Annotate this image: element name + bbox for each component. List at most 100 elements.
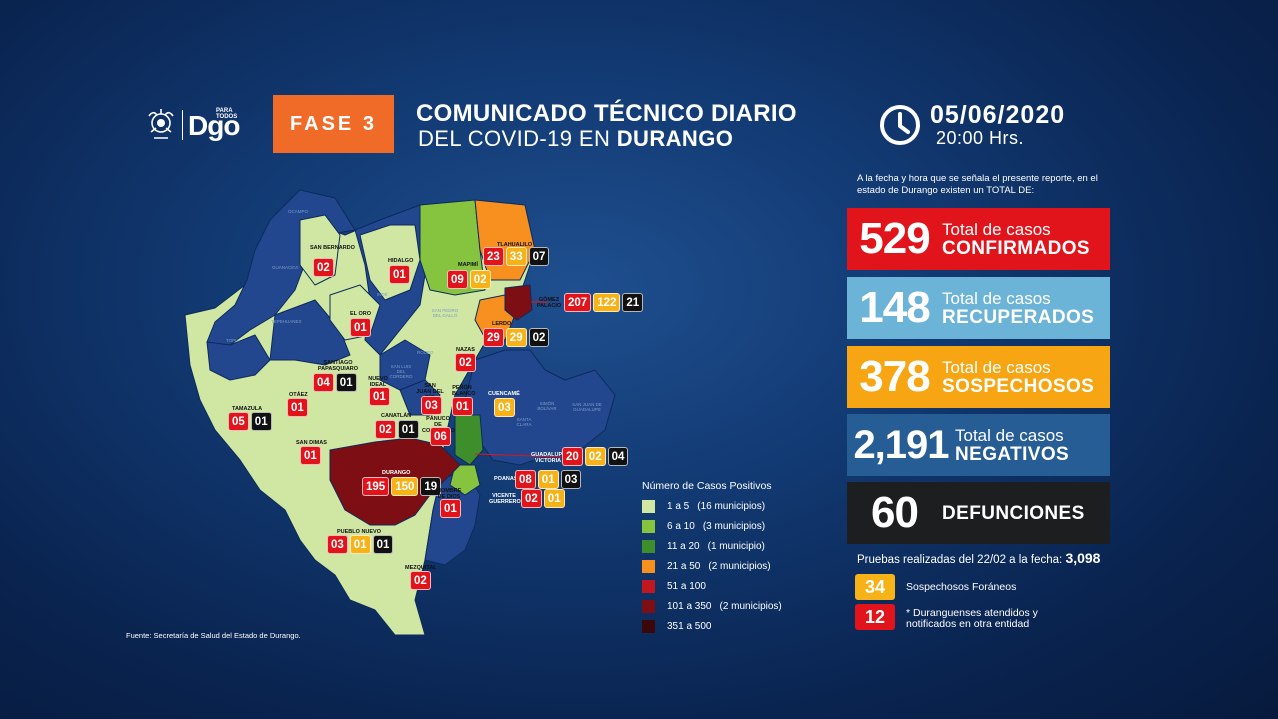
muni-nombre-de-dios-badges: 01 bbox=[440, 499, 461, 518]
mapimi-sospechosos: 02 bbox=[469, 270, 491, 289]
recuperados-line2: RECUPERADOS bbox=[942, 307, 1095, 328]
canatlan-defunciones: 01 bbox=[397, 420, 419, 439]
duranguenses-label-line1: * Duranguenses atendidos y bbox=[906, 607, 1038, 619]
negativos-line2: NEGATIVOS bbox=[955, 444, 1070, 465]
nombre-de-dios-confirmados: 01 bbox=[440, 499, 461, 518]
sospechosos-line1: Total de casos bbox=[942, 358, 1051, 377]
legend-item: 101 a 350 (2 municipios) bbox=[642, 596, 782, 616]
muni-tamazula-badges: 05 01 bbox=[228, 412, 272, 431]
logo-tagline: PARA TODOS bbox=[216, 108, 238, 120]
muni-panuco-badges: 06 bbox=[430, 427, 451, 446]
penon-blanco-confirmados: 01 bbox=[452, 397, 473, 416]
map-legend: Número de Casos Positivos 1 a 5 (16 munic… bbox=[642, 480, 782, 636]
legend-swatch bbox=[642, 499, 655, 513]
legend-swatch bbox=[642, 599, 655, 613]
cuencame-sospechosos: 03 bbox=[494, 398, 515, 417]
muni-san-bernardo-badges: 02 bbox=[313, 258, 334, 277]
muni-mezquital-name: MEZQUITAL bbox=[405, 565, 437, 571]
muni-cuencame-name: CUENCAMÉ bbox=[488, 391, 520, 397]
map-region-panuco bbox=[454, 414, 484, 466]
tlahualilo-confirmados: 23 bbox=[483, 247, 504, 266]
muni-guadalupe-name: GUADALUPE VICTORIA bbox=[531, 452, 566, 464]
fase-badge: FASE 3 bbox=[273, 95, 394, 153]
defunciones-panel: 60 DEFUNCIONES bbox=[847, 482, 1110, 544]
muni-poanas-name: POANAS bbox=[494, 476, 518, 482]
legend-swatch bbox=[642, 559, 655, 573]
sospechosos-line2: SOSPECHOSOS bbox=[942, 376, 1095, 397]
muni-santiago-name: SANTIAGO PAPASQUIARO bbox=[317, 360, 359, 372]
bg-label-inde: INDÉ bbox=[377, 292, 388, 297]
sospechosos-label: Total de casos SOSPECHOSOS bbox=[942, 358, 1094, 396]
foraneos-label: Sospechosos Foráneos bbox=[906, 581, 1017, 593]
negativos-panel: 2,191 Total de casos NEGATIVOS bbox=[847, 414, 1110, 476]
clock-icon bbox=[880, 105, 920, 145]
tlahualilo-defunciones: 07 bbox=[528, 247, 550, 266]
confirmados-label: Total de casos CONFIRMADOS bbox=[942, 220, 1090, 258]
legend-range: 11 a 20 bbox=[667, 540, 700, 552]
san-dimas-confirmados: 01 bbox=[300, 446, 321, 465]
guadalupe-confirmados: 20 bbox=[562, 447, 583, 466]
muni-otaez-name: OTÁEZ bbox=[289, 392, 308, 398]
gomez-sospechosos: 122 bbox=[593, 293, 621, 312]
legend-count: (1 municipio) bbox=[707, 540, 765, 552]
canatlan-confirmados: 02 bbox=[375, 420, 396, 439]
otaez-confirmados: 01 bbox=[287, 398, 308, 417]
legend-range: 101 a 350 bbox=[667, 600, 712, 612]
bg-label-san-pedro-gallo: SAN PEDRO DEL GALLO bbox=[431, 308, 459, 318]
legend-swatch bbox=[642, 519, 655, 533]
defunciones-label: DEFUNCIONES bbox=[942, 504, 1085, 523]
pruebas-realizadas: Pruebas realizadas del 22/02 a la fecha:… bbox=[857, 550, 1100, 566]
legend-range: 351 a 500 bbox=[667, 620, 712, 632]
muni-guadalupe-badges: 20 02 04 bbox=[562, 447, 629, 466]
leader-guadalupe bbox=[474, 453, 566, 458]
gomez-defunciones: 21 bbox=[622, 293, 644, 312]
defunciones-line2: DEFUNCIONES bbox=[942, 502, 1085, 524]
nuevo-ideal-confirmados: 01 bbox=[369, 387, 390, 406]
legend-item: 11 a 20 (1 municipio) bbox=[642, 536, 782, 556]
report-title: COMUNICADO TÉCNICO DIARIO bbox=[416, 100, 797, 127]
guadalupe-defunciones: 04 bbox=[607, 447, 629, 466]
muni-el-oro-name: EL ORO bbox=[350, 311, 371, 317]
lerdo-confirmados: 29 bbox=[483, 328, 504, 347]
mapimi-confirmados: 09 bbox=[447, 270, 468, 289]
muni-mezquital-badges: 02 bbox=[410, 571, 431, 590]
muni-nazas-name: NAZAS bbox=[456, 347, 475, 353]
gomez-confirmados: 207 bbox=[564, 293, 592, 312]
tamazula-confirmados: 05 bbox=[228, 412, 249, 431]
sospechosos-panel: 378 Total de casos SOSPECHOSOS bbox=[847, 346, 1110, 408]
bg-label-san-luis-cordero: SAN LUIS DEL CORDERO bbox=[389, 364, 413, 379]
muni-lerdo-name: LERDO bbox=[492, 321, 512, 327]
negativos-value: 2,191 bbox=[853, 422, 949, 467]
recuperados-line1: Total de casos bbox=[942, 289, 1051, 308]
bg-label-santa-clara: SANTA CLARA bbox=[516, 417, 532, 427]
subtitle-state: DURANGO bbox=[616, 126, 734, 151]
muni-durango-badges: 195 150 19 bbox=[362, 477, 442, 496]
legend-item: 21 a 50 (2 municipios) bbox=[642, 556, 782, 576]
bg-label-topia: TOPIA bbox=[226, 338, 240, 343]
muni-san-dimas-badges: 01 bbox=[300, 446, 321, 465]
legend-swatch bbox=[642, 619, 655, 633]
negativos-line1: Total de casos bbox=[955, 426, 1064, 445]
legend-range: 21 a 50 bbox=[667, 560, 701, 572]
san-bernardo-confirmados: 02 bbox=[313, 258, 334, 277]
duranguenses-badge: 12 bbox=[855, 604, 895, 630]
muni-cuencame-badges: 03 bbox=[494, 398, 515, 417]
muni-tlahualilo-name: TLAHUALILO bbox=[497, 242, 533, 248]
bg-label-guanaceví: GUANACEVÍ bbox=[272, 265, 299, 270]
legend-item: 1 a 5 (16 municipios) bbox=[642, 496, 782, 516]
muni-canatlan-name: CANATLÁN bbox=[381, 413, 412, 419]
legend-range: 1 a 5 bbox=[667, 500, 690, 512]
muni-san-bernardo-name: SAN BERNARDO bbox=[310, 245, 355, 251]
source-note: Fuente: Secretaría de Salud del Estado d… bbox=[126, 631, 301, 640]
vicente-guerrero-sospechosos: 01 bbox=[543, 489, 565, 508]
muni-poanas-badges: 08 01 03 bbox=[515, 470, 582, 489]
map-region-gomez-palacio bbox=[504, 284, 533, 321]
legend-count: (3 municipios) bbox=[702, 520, 766, 532]
logo-divider bbox=[182, 110, 183, 140]
report-subtitle: DEL COVID-19 EN DURANGO bbox=[418, 126, 733, 152]
pueblo-nuevo-confirmados: 03 bbox=[327, 535, 348, 554]
recuperados-label: Total de casos RECUPERADOS bbox=[942, 289, 1094, 327]
map-region-tepehuanes bbox=[269, 299, 351, 366]
santiago-defunciones: 01 bbox=[335, 373, 357, 392]
recuperados-panel: 148 Total de casos RECUPERADOS bbox=[847, 277, 1110, 339]
